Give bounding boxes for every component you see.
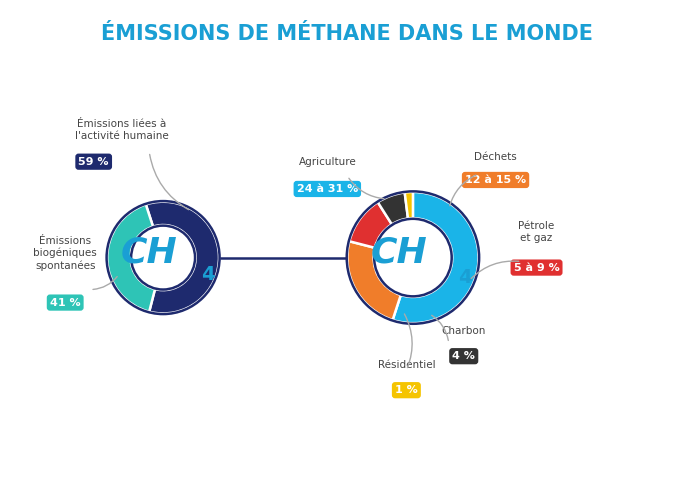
Text: Déchets: Déchets bbox=[474, 152, 517, 162]
Text: 59 %: 59 % bbox=[78, 156, 109, 167]
Text: 24 à 31 %: 24 à 31 % bbox=[297, 184, 358, 194]
Text: CH: CH bbox=[371, 236, 428, 270]
Wedge shape bbox=[378, 192, 408, 225]
Text: 1 %: 1 % bbox=[395, 385, 418, 395]
Wedge shape bbox=[347, 241, 400, 320]
Text: Charbon: Charbon bbox=[441, 326, 486, 336]
Text: 41 %: 41 % bbox=[50, 297, 81, 308]
Text: Pétrole
et gaz: Pétrole et gaz bbox=[518, 221, 555, 243]
Text: Émissions
biogéniques
spontanées: Émissions biogéniques spontanées bbox=[33, 236, 97, 271]
Text: ÉMISSIONS DE MÉTHANE DANS LE MONDE: ÉMISSIONS DE MÉTHANE DANS LE MONDE bbox=[101, 24, 593, 44]
Text: Agriculture: Agriculture bbox=[298, 157, 356, 167]
Wedge shape bbox=[349, 202, 392, 248]
Wedge shape bbox=[107, 205, 155, 312]
Wedge shape bbox=[393, 192, 479, 323]
Text: Résidentiel: Résidentiel bbox=[378, 360, 435, 370]
Text: 4 %: 4 % bbox=[452, 351, 475, 361]
Text: 4: 4 bbox=[458, 267, 472, 287]
Text: CH: CH bbox=[121, 236, 178, 270]
Text: Émissions liées à
l'activité humaine: Émissions liées à l'activité humaine bbox=[74, 119, 169, 140]
Wedge shape bbox=[405, 192, 413, 219]
Wedge shape bbox=[146, 202, 219, 313]
Text: 12 à 15 %: 12 à 15 % bbox=[465, 175, 526, 185]
Text: 4: 4 bbox=[201, 265, 215, 284]
Text: 5 à 9 %: 5 à 9 % bbox=[514, 262, 559, 273]
